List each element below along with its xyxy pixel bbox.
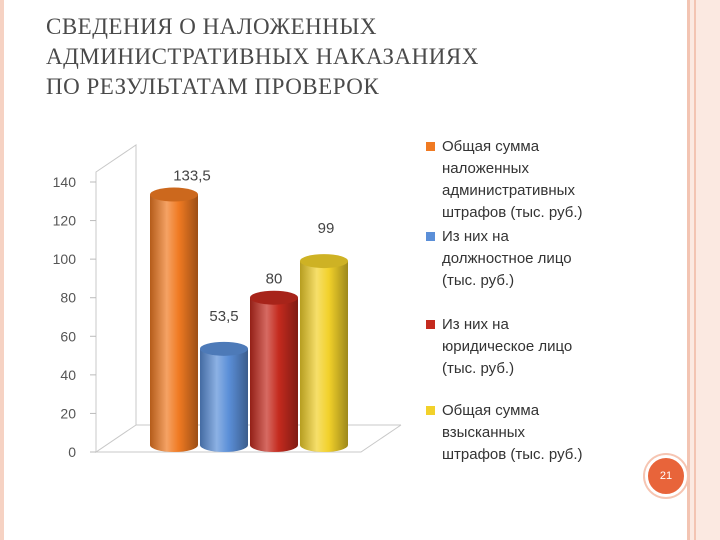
legend-swatch <box>426 320 435 329</box>
legend-item: Из них на должностное лицо (тыс. руб.) <box>426 226 572 292</box>
y-tick-label: 60 <box>60 328 76 344</box>
legend-swatch <box>426 232 435 241</box>
y-tick-label: 20 <box>60 405 76 421</box>
bar-cylinder <box>250 297 298 452</box>
slide-title-line-1: СВЕДЕНИЯ О НАЛОЖЕННЫХ <box>46 14 378 39</box>
legend-item: Общая сумма наложенных административных … <box>426 136 583 224</box>
legend-swatch <box>426 142 435 151</box>
page-number-badge: 21 <box>645 455 687 497</box>
slide-title-line-2: АДМИНИСТРАТИВНЫХ НАКАЗАНИЯХ <box>46 44 479 69</box>
slide-title: СВЕДЕНИЯ О НАЛОЖЕННЫХ АДМИНИСТРАТИВНЫХ Н… <box>46 12 646 102</box>
bar-cylinder <box>200 348 248 452</box>
chart-side-wall <box>95 144 137 453</box>
bar-data-label: 80 <box>266 271 283 288</box>
legend-item: Из них на юридическое лицо (тыс. руб.) <box>426 314 572 380</box>
bar-cylinder <box>300 261 348 452</box>
y-tick-label: 0 <box>68 444 76 460</box>
y-tick-label: 100 <box>53 251 77 267</box>
legend-label: Общая сумма наложенных административных … <box>442 138 583 221</box>
y-tick-label: 120 <box>53 213 77 229</box>
legend-label: Из них на должностное лицо (тыс. руб.) <box>442 228 572 289</box>
legend-label: Из них на юридическое лицо (тыс. руб.) <box>442 316 573 377</box>
slide-frame-line-inner <box>694 0 696 540</box>
slide-title-line-3: ПО РЕЗУЛЬТАТАМ ПРОВЕРОК <box>46 74 380 99</box>
y-tick-label: 40 <box>60 367 76 383</box>
legend-swatch <box>426 406 435 415</box>
bar-data-label: 53,5 <box>209 308 238 325</box>
slide-frame-left <box>0 0 4 540</box>
y-tick-label: 80 <box>60 290 76 306</box>
bar-top <box>150 187 198 202</box>
chart-floor <box>96 424 402 453</box>
y-tick-label: 140 <box>53 174 77 190</box>
bar-cylinder <box>150 194 198 453</box>
bar-top <box>300 254 348 269</box>
legend-label: Общая сумма взысканных штрафов (тыс. руб… <box>442 402 583 463</box>
legend-item: Общая сумма взысканных штрафов (тыс. руб… <box>426 400 583 466</box>
bar-data-label: 133,5 <box>173 168 211 185</box>
bar-data-label: 99 <box>318 220 335 237</box>
bar-top <box>200 341 248 356</box>
bar-top <box>250 290 298 305</box>
slide-frame-line <box>687 0 690 540</box>
